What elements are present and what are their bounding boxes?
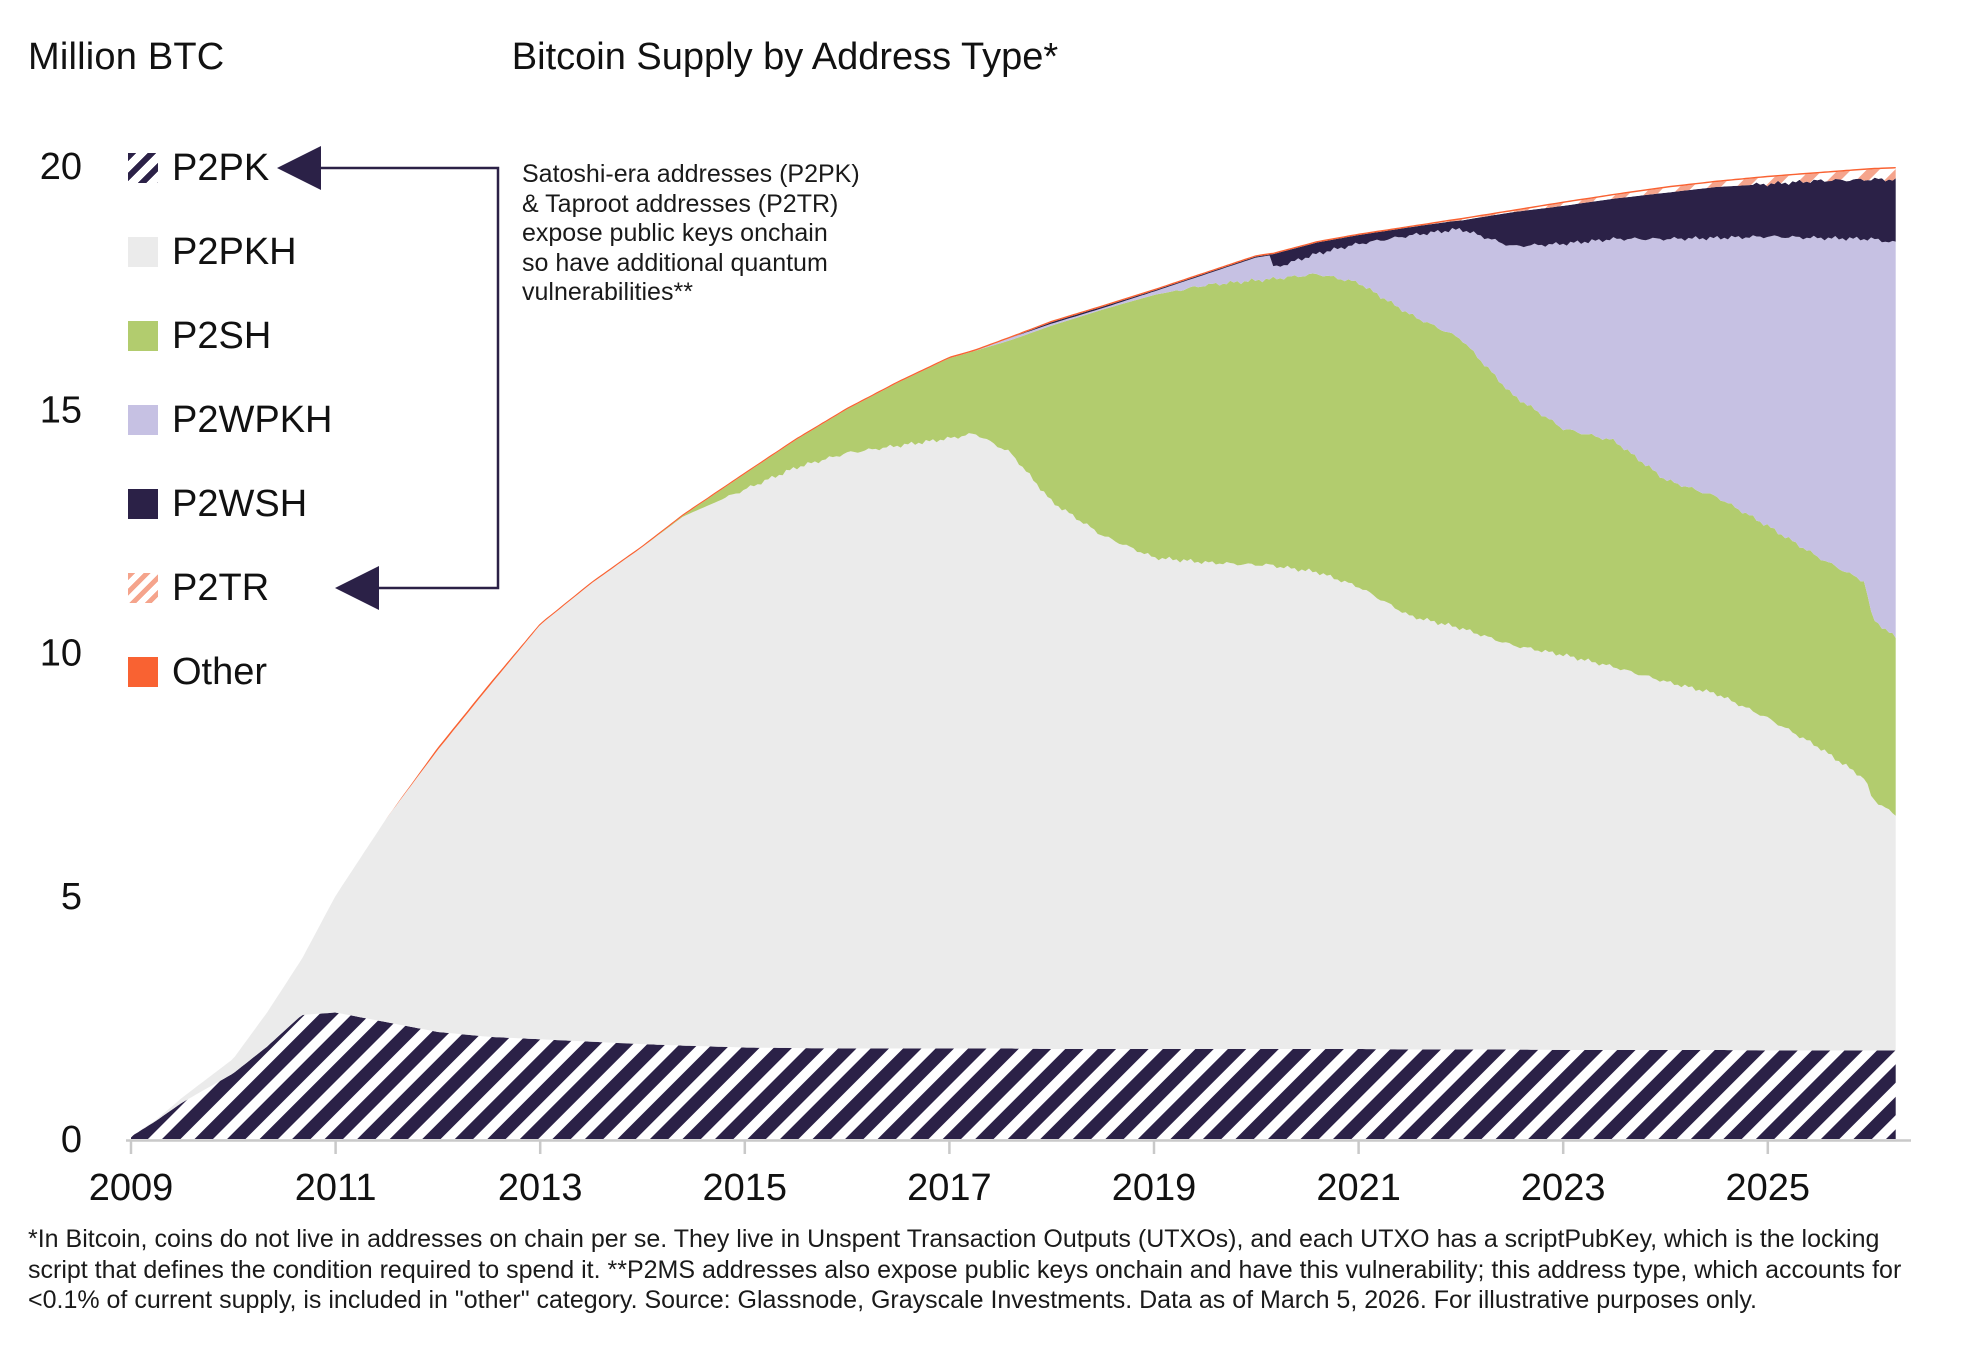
y-tick-label: 15 (40, 389, 82, 431)
legend-label: P2WSH (172, 482, 308, 525)
legend-swatch-p2pk-icon (128, 153, 158, 183)
x-tick-label: 2011 (295, 1167, 377, 1209)
legend-swatch-p2sh-icon (128, 321, 158, 351)
legend-item-p2sh: P2SH (128, 314, 272, 357)
legend-item-p2tr: P2TR (128, 566, 270, 609)
x-tick-label: 2023 (1521, 1167, 1606, 1209)
legend-item-p2pkh: P2PKH (128, 230, 297, 273)
legend-label: Other (172, 650, 268, 693)
area-p2wpkh (131, 228, 1896, 1137)
y-axis-title: Million BTC (28, 36, 225, 78)
annotation-bracket (277, 146, 500, 610)
legend-swatch-p2tr-icon (128, 573, 158, 603)
legend-label: P2PK (172, 146, 270, 189)
x-tick-label: 2015 (703, 1167, 788, 1209)
footnote-text: *In Bitcoin, coins do not live in addres… (28, 1225, 1902, 1314)
y-tick-label: 5 (61, 876, 82, 918)
x-tick-label: 2017 (907, 1167, 992, 1209)
arrow-to-p2tr-icon (335, 566, 379, 610)
x-tick-label: 2009 (89, 1167, 174, 1209)
legend-label: P2WPKH (172, 398, 333, 441)
legend-swatch-p2wpkh-icon (128, 405, 158, 435)
stacked-areas (131, 167, 1896, 1139)
annotation-text: Satoshi-era addresses (P2PK) & Taproot a… (522, 160, 860, 306)
legend-item-p2wpkh: P2WPKH (128, 398, 333, 441)
x-tick-label: 2013 (498, 1167, 583, 1209)
legend-swatch-p2pkh-icon (128, 237, 158, 267)
legend-swatch-other-icon (128, 657, 158, 687)
y-tick-label: 10 (40, 633, 82, 675)
arrow-to-p2pk-icon (277, 146, 321, 190)
legend-item-p2wsh: P2WSH (128, 482, 308, 525)
legend-item-other: Other (128, 650, 268, 693)
x-tick-label: 2019 (1112, 1167, 1197, 1209)
x-axis (126, 1139, 1911, 1154)
axis-tick-labels: 2009 2011 2013 2015 2017 2019 2021 2023 20250510… (40, 146, 1810, 1209)
area-p2pk (131, 1012, 1896, 1139)
legend-item-p2pk: P2PK (128, 146, 270, 189)
area-p2pkh (131, 433, 1896, 1137)
legend-label: P2TR (172, 566, 270, 609)
legend-swatch-p2wsh-icon (128, 489, 158, 519)
legend-label: P2SH (172, 314, 272, 357)
chart-title: Bitcoin Supply by Address Type* (511, 36, 1059, 78)
bracket-line (318, 166, 500, 590)
y-tick-label: 0 (61, 1119, 82, 1161)
x-tick-label: 2025 (1726, 1167, 1811, 1209)
y-tick-label: 20 (40, 146, 82, 188)
x-tick-label: 2021 (1316, 1167, 1401, 1209)
legend-label: P2PKH (172, 230, 297, 273)
area-p2sh (131, 273, 1896, 1137)
